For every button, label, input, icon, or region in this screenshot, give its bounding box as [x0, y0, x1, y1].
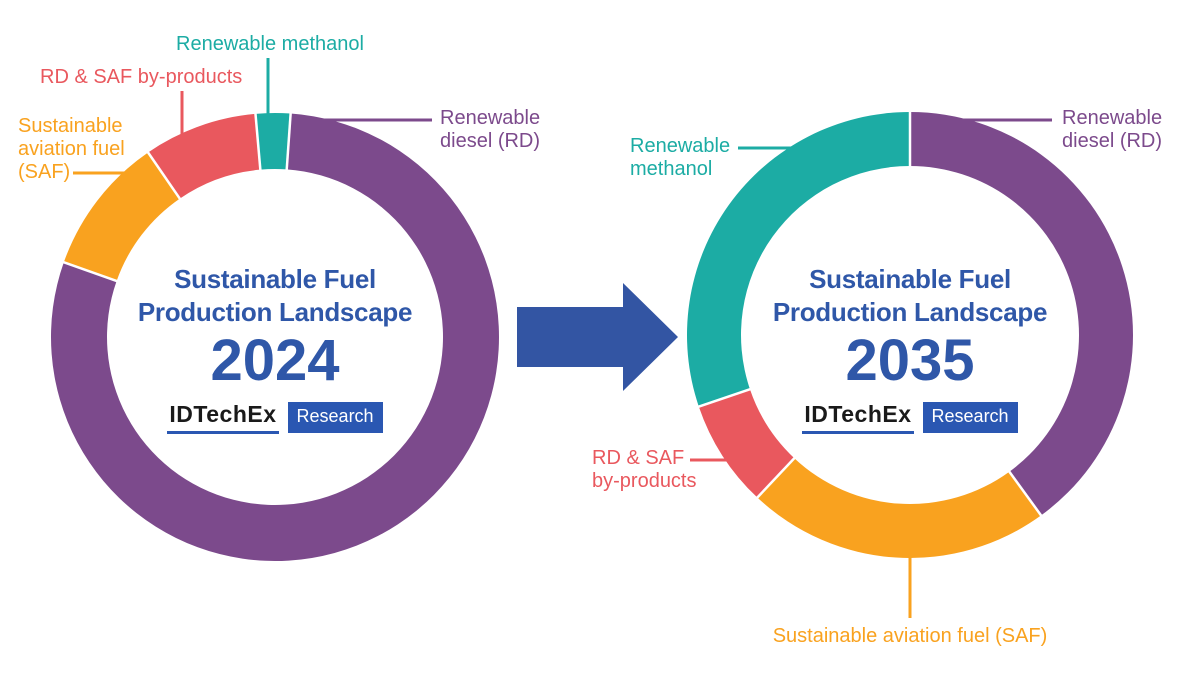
label-line: aviation fuel [18, 138, 125, 160]
segment-sustainable-aviation-fuel-saf-2035 [757, 458, 1042, 558]
idtechex-logo: IDTechEx Research [730, 401, 1090, 434]
chart-year: 2024 [210, 328, 340, 393]
segment-renewable-methanol-2035 [687, 112, 910, 407]
donut-2035 [687, 112, 1134, 558]
label-line: methanol [630, 158, 713, 180]
segment-sustainable-aviation-fuel-saf-2024 [63, 152, 180, 281]
label-line: Sustainable [18, 115, 123, 137]
research-badge: Research [287, 402, 383, 433]
research-badge: Research [922, 402, 1018, 433]
label-2035-renewable-methanol: Renewable methanol [630, 135, 730, 181]
segment-separator [285, 112, 292, 171]
idtechex-logo-text: IDTechEx [167, 401, 279, 434]
donut-2024 [50, 113, 499, 562]
label-line: diesel (RD) [1062, 130, 1163, 152]
chart-center-2035: Sustainable Fuel Production Landscape 20… [730, 263, 1090, 434]
segment-separator [254, 112, 262, 171]
segment-separator [755, 456, 796, 500]
label-line: (SAF) [18, 161, 71, 183]
idtechex-logo-text: IDTechEx [802, 401, 914, 434]
label-line: Renewable [440, 107, 541, 129]
label-line: diesel (RD) [440, 130, 541, 152]
transition-arrow-icon [517, 283, 678, 391]
idtechex-logo: IDTechEx Research [95, 401, 455, 434]
label-line: Renewable [1062, 107, 1163, 129]
chart-title-line2: Production Landscape [772, 297, 1048, 327]
segment-separator [62, 260, 118, 283]
label-2035-sustainable-aviation-fuel: Sustainable aviation fuel (SAF) [772, 625, 1048, 647]
label-line: RD & SAF [592, 447, 685, 469]
segment-separators [62, 111, 1043, 517]
chart-title-line1: Sustainable Fuel [174, 264, 376, 294]
segment-separator [1007, 470, 1043, 517]
label-2024-renewable-diesel: Renewable diesel (RD) [440, 107, 540, 153]
label-2035-renewable-diesel: Renewable diesel (RD) [1062, 107, 1162, 153]
segment-separator [697, 387, 752, 409]
chart-year: 2035 [845, 328, 975, 393]
chart-title-line1: Sustainable Fuel [809, 264, 1011, 294]
label-line: by-products [592, 470, 697, 492]
label-2024-sustainable-aviation-fuel: Sustainable aviation fuel (SAF) [18, 115, 125, 184]
label-line: Renewable [630, 135, 731, 157]
segment-rd-saf-by-products-2024 [148, 113, 261, 199]
segment-renewable-methanol-2024 [255, 113, 291, 170]
label-2024-rd-saf-byproducts: RD & SAF by-products [40, 66, 243, 88]
label-2035-rd-saf-byproducts: RD & SAF by-products [592, 447, 697, 493]
label-2024-renewable-methanol: Renewable methanol [176, 33, 364, 55]
segment-separator [146, 150, 182, 201]
chart-center-2024: Sustainable Fuel Production Landscape 20… [95, 263, 455, 434]
leader-lines [73, 58, 1052, 618]
chart-title-line2: Production Landscape [137, 297, 413, 327]
segment-renewable-diesel-rd-2035 [910, 112, 1134, 516]
segment-rd-saf-by-products-2035 [698, 389, 795, 498]
